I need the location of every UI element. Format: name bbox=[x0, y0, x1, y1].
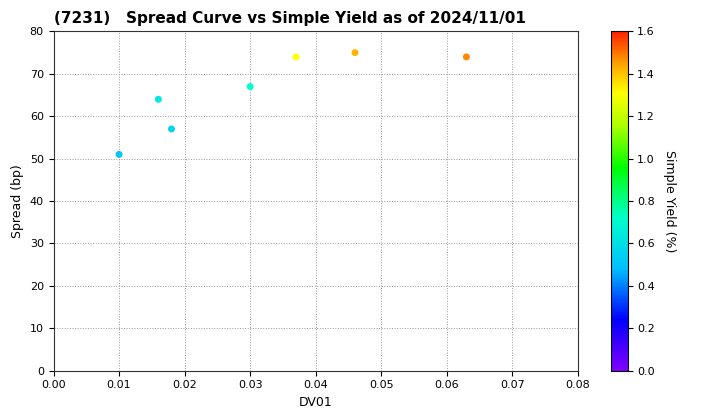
Point bbox=[290, 53, 302, 60]
Y-axis label: Simple Yield (%): Simple Yield (%) bbox=[663, 150, 676, 252]
Point bbox=[113, 151, 125, 158]
Point bbox=[153, 96, 164, 102]
Point bbox=[349, 49, 361, 56]
Point bbox=[244, 83, 256, 90]
X-axis label: DV01: DV01 bbox=[299, 396, 333, 409]
Y-axis label: Spread (bp): Spread (bp) bbox=[11, 164, 24, 238]
Point bbox=[166, 126, 177, 132]
Text: (7231)   Spread Curve vs Simple Yield as of 2024/11/01: (7231) Spread Curve vs Simple Yield as o… bbox=[53, 11, 526, 26]
Point bbox=[461, 53, 472, 60]
